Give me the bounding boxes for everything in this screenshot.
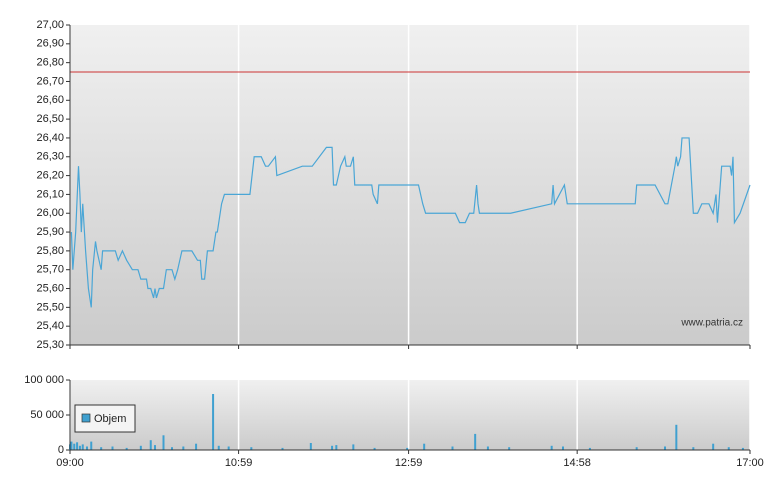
price-line bbox=[70, 137, 751, 308]
volume-bar bbox=[171, 447, 173, 450]
x-tick-label: 17:00 bbox=[736, 457, 764, 469]
volume-bar bbox=[182, 446, 185, 450]
volume-bar bbox=[70, 441, 73, 450]
volume-bar bbox=[212, 394, 215, 450]
y-tick-label: 26,90 bbox=[36, 38, 64, 50]
x-tick-label: 12:59 bbox=[395, 457, 423, 469]
volume-bar bbox=[217, 445, 220, 450]
y-tick-label: 26,70 bbox=[36, 75, 64, 87]
y-tick-label: 0 bbox=[58, 444, 64, 456]
volume-bar bbox=[664, 446, 666, 450]
volume-bar bbox=[635, 447, 638, 450]
y-tick-label: 26,40 bbox=[36, 132, 64, 144]
volume-bar bbox=[227, 446, 230, 450]
volume-bar bbox=[195, 443, 198, 450]
x-tick-label: 14:58 bbox=[563, 457, 591, 469]
y-tick-label: 25,60 bbox=[36, 282, 64, 294]
y-tick-label: 26,30 bbox=[36, 151, 64, 163]
volume-bar bbox=[73, 443, 76, 450]
volume-bar bbox=[406, 447, 409, 450]
volume-bar bbox=[78, 445, 81, 450]
volume-bar bbox=[352, 444, 355, 450]
volume-bar bbox=[562, 446, 564, 450]
y-tick-label: 100 000 bbox=[24, 374, 64, 386]
volume-bar bbox=[100, 447, 103, 450]
volume-bar bbox=[423, 443, 426, 450]
x-tick-label: 09:00 bbox=[56, 457, 84, 469]
volume-bar bbox=[309, 443, 312, 450]
volume-bar bbox=[675, 424, 678, 450]
volume-panel bbox=[70, 380, 750, 450]
volume-bar bbox=[588, 447, 591, 450]
volume-bar bbox=[149, 440, 152, 450]
volume-bar bbox=[692, 447, 695, 450]
y-tick-label: 25,90 bbox=[36, 226, 64, 238]
volume-bar bbox=[373, 447, 376, 450]
volume-bar bbox=[154, 445, 156, 450]
volume-bar bbox=[727, 447, 730, 450]
y-tick-label: 26,60 bbox=[36, 94, 64, 106]
y-tick-label: 26,80 bbox=[36, 57, 64, 69]
volume-bar bbox=[139, 445, 142, 450]
y-tick-label: 27,00 bbox=[36, 19, 64, 31]
volume-bar bbox=[550, 445, 553, 450]
volume-bar bbox=[712, 443, 715, 450]
volume-bar bbox=[486, 446, 489, 450]
y-tick-label: 25,70 bbox=[36, 264, 64, 276]
watermark: www.patria.cz bbox=[680, 318, 743, 329]
legend-label: Objem bbox=[94, 413, 126, 425]
y-tick-label: 25,80 bbox=[36, 245, 64, 257]
y-tick-label: 26,00 bbox=[36, 207, 64, 219]
y-tick-label: 26,50 bbox=[36, 113, 64, 125]
volume-bar bbox=[250, 447, 253, 450]
legend-swatch bbox=[81, 413, 91, 423]
y-tick-label: 50 000 bbox=[30, 409, 64, 421]
volume-bar bbox=[90, 441, 93, 450]
volume-bar bbox=[331, 445, 334, 450]
volume-bar bbox=[474, 433, 477, 450]
volume-bar bbox=[508, 447, 511, 450]
y-tick-label: 25,50 bbox=[36, 301, 64, 313]
volume-bar bbox=[335, 445, 338, 450]
y-tick-label: 26,10 bbox=[36, 188, 64, 200]
volume-bar bbox=[81, 444, 84, 450]
volume-bar bbox=[741, 447, 744, 450]
volume-bar bbox=[125, 447, 128, 450]
y-tick-label: 26,20 bbox=[36, 169, 64, 181]
volume-bar bbox=[451, 446, 454, 450]
y-tick-label: 25,40 bbox=[36, 320, 64, 332]
volume-bar bbox=[76, 442, 79, 450]
volume-bar bbox=[162, 435, 165, 450]
volume-bar bbox=[86, 446, 88, 450]
y-tick-label: 25,30 bbox=[36, 339, 64, 351]
volume-bar bbox=[281, 447, 284, 450]
volume-bar bbox=[111, 446, 114, 450]
x-tick-label: 10:59 bbox=[225, 457, 253, 469]
